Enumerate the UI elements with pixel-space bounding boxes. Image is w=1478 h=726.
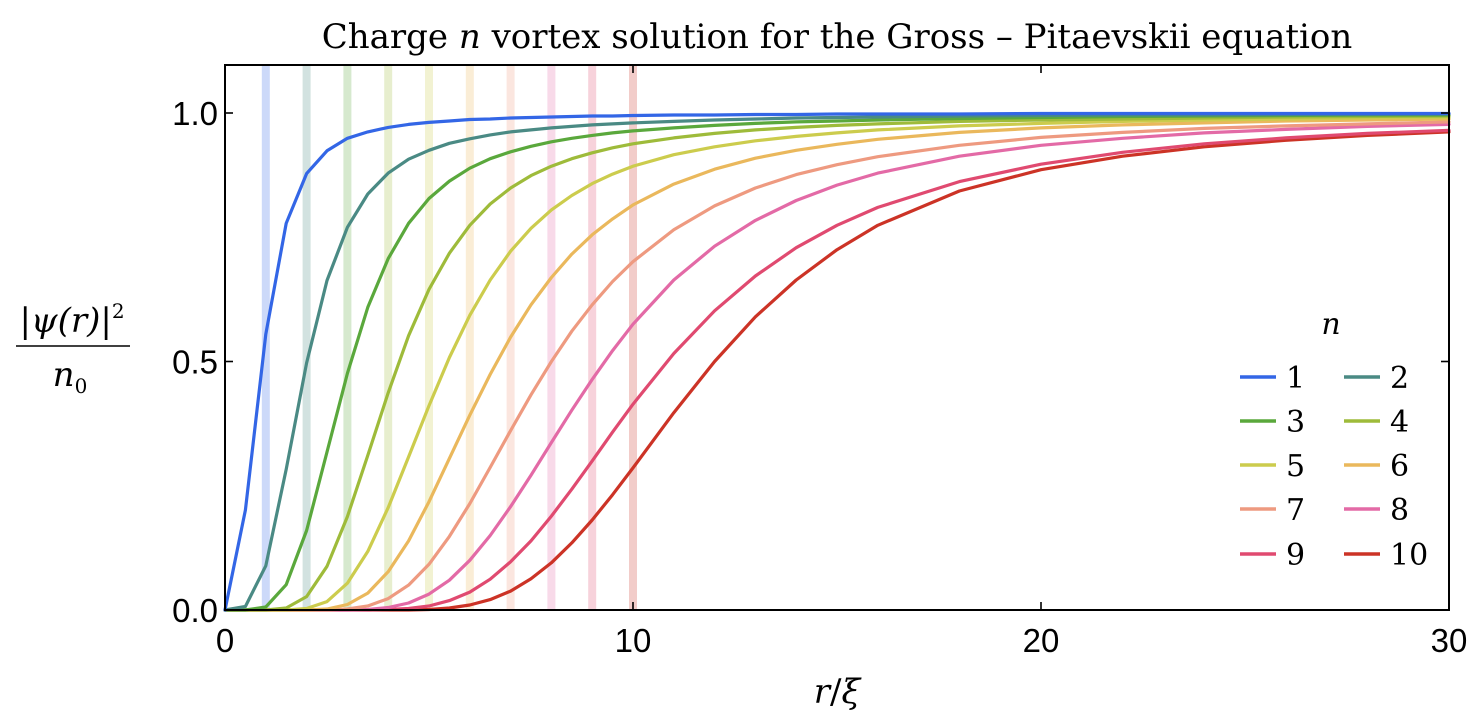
series-line-n8 bbox=[223, 122, 1451, 612]
vertical-marker-n10 bbox=[629, 65, 637, 610]
chart-title-suffix: vortex solution for the Gross – Pitaevsk… bbox=[481, 17, 1352, 57]
legend-label-n1: 1 bbox=[1286, 361, 1305, 396]
x-tick-label: 0 bbox=[216, 622, 234, 659]
legend-label-n8: 8 bbox=[1390, 493, 1409, 528]
y-axis-label: |ψ(r)|2 n0 bbox=[16, 299, 130, 398]
x-tick-label: 20 bbox=[1023, 622, 1060, 659]
plot-frame bbox=[224, 64, 1450, 611]
x-axis-label: r/ξ bbox=[814, 672, 863, 712]
vertical-marker-n4 bbox=[384, 65, 393, 610]
chart-title-prefix: Charge bbox=[322, 17, 459, 57]
vertical-marker-n5 bbox=[425, 65, 433, 610]
chart-title-variable: n bbox=[459, 17, 481, 57]
y-axis-label-exponent: 2 bbox=[112, 299, 125, 323]
vertical-marker-n6 bbox=[465, 65, 474, 610]
x-axis-label-num: r bbox=[814, 672, 832, 712]
series-line-n7 bbox=[223, 120, 1451, 612]
vertical-markers bbox=[261, 65, 637, 610]
y-axis-label-psi: |ψ(r)| bbox=[19, 301, 111, 341]
y-tick-label: 1.0 bbox=[172, 95, 218, 132]
legend-label-n5: 5 bbox=[1286, 449, 1305, 484]
series-line-n1 bbox=[223, 111, 1451, 612]
y-axis-label-denominator: n0 bbox=[53, 355, 88, 398]
x-axis-label-den: ξ bbox=[842, 672, 863, 712]
series-line-n4 bbox=[223, 114, 1451, 612]
axis-ticks: 0 10 20 30 0.0 0.5 1.0 bbox=[172, 65, 1467, 659]
series-line-n6 bbox=[223, 117, 1451, 612]
legend-label-n3: 3 bbox=[1286, 405, 1305, 440]
y-axis-label-subscript: 0 bbox=[75, 374, 88, 398]
legend-label-n6: 6 bbox=[1390, 449, 1409, 484]
y-tick-label: 0.0 bbox=[172, 592, 218, 629]
y-tick-label: 0.5 bbox=[172, 344, 218, 381]
legend-label-n9: 9 bbox=[1286, 538, 1305, 573]
y-axis-label-numerator: |ψ(r)|2 bbox=[19, 299, 124, 341]
legend-title: n bbox=[1321, 307, 1340, 342]
legend: n 1 2 3 4 5 6 7 8 9 10 bbox=[1240, 307, 1428, 573]
chart-title: Charge n vortex solution for the Gross –… bbox=[322, 17, 1353, 57]
vertical-marker-n8 bbox=[547, 65, 556, 610]
series-lines bbox=[223, 111, 1451, 612]
series-line-n2 bbox=[223, 112, 1451, 612]
x-axis-label-slash: / bbox=[830, 672, 842, 712]
legend-label-n4: 4 bbox=[1390, 405, 1409, 440]
legend-label-n10: 10 bbox=[1390, 538, 1428, 573]
series-line-n5 bbox=[223, 115, 1451, 612]
x-tick-label: 30 bbox=[1431, 622, 1468, 659]
legend-label-n7: 7 bbox=[1286, 493, 1305, 528]
x-tick-label: 10 bbox=[615, 622, 652, 659]
y-axis-label-n: n bbox=[53, 355, 75, 395]
legend-label-n2: 2 bbox=[1390, 361, 1409, 396]
vertical-marker-n9 bbox=[588, 65, 597, 610]
series-line-n3 bbox=[223, 113, 1451, 612]
vertical-marker-n2 bbox=[302, 65, 311, 610]
vertical-marker-n3 bbox=[343, 65, 352, 610]
